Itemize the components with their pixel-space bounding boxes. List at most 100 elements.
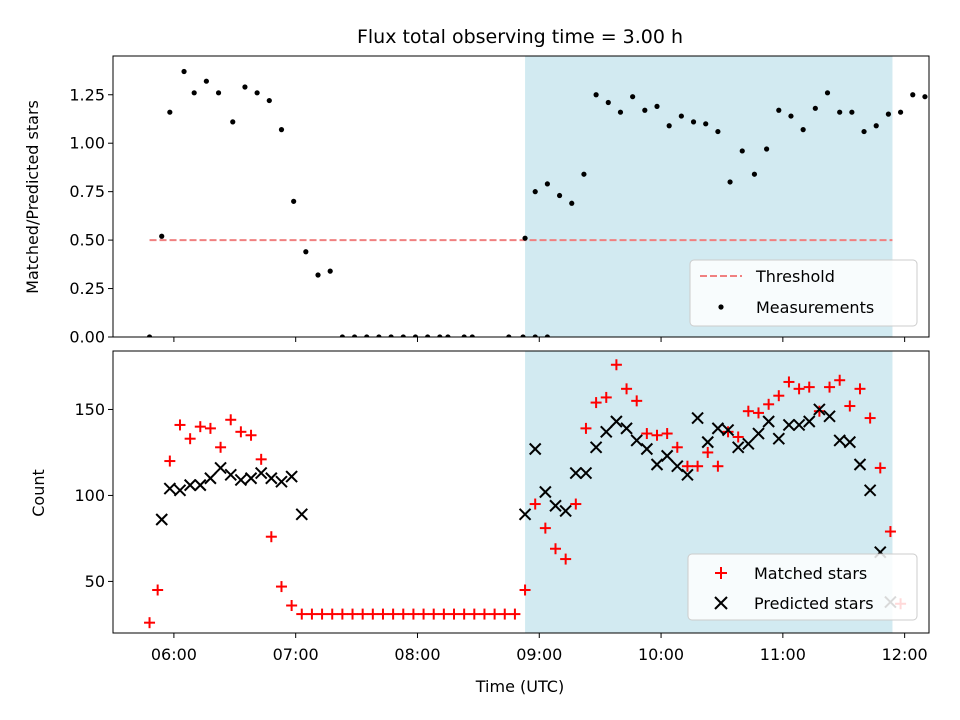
predicted-point-b <box>194 478 207 492</box>
matched-point <box>600 391 612 403</box>
measurement-point <box>824 90 831 96</box>
matched-point <box>144 617 156 629</box>
predicted-point-b <box>549 499 562 512</box>
predicted-point <box>650 458 664 471</box>
predicted-point-b <box>701 435 714 449</box>
predicted-point <box>701 435 714 449</box>
predicted-point <box>285 470 298 483</box>
matched-point <box>448 608 460 620</box>
predicted-point <box>518 508 532 521</box>
predicted-point <box>569 466 583 480</box>
predicted-point-b <box>529 442 542 456</box>
measurement-point <box>522 235 528 241</box>
predicted-point <box>731 441 745 454</box>
matched-point <box>397 608 409 620</box>
predicted-point <box>853 458 867 471</box>
predicted-point-b <box>843 435 857 449</box>
matched-point <box>428 608 440 620</box>
matched-point <box>793 383 805 395</box>
predicted-point-b <box>254 466 268 480</box>
predicted-point-b <box>620 422 633 435</box>
matched-point <box>184 433 196 445</box>
predicted-point-b <box>630 434 643 447</box>
predicted-point <box>529 442 542 456</box>
measurement-point <box>678 113 684 119</box>
measurement-point <box>654 103 660 109</box>
predicted-point-b <box>792 418 806 432</box>
predicted-point-b <box>569 466 583 480</box>
measurement-point <box>849 109 855 115</box>
predicted-point <box>163 482 177 495</box>
measurement-point <box>812 105 818 111</box>
predicted-point-b <box>772 432 785 445</box>
predicted-point <box>244 472 258 485</box>
matched-point <box>661 428 673 440</box>
matched-point <box>347 608 359 620</box>
matched-point <box>763 398 775 410</box>
measurement-point <box>327 268 333 274</box>
predicted-point-b <box>691 411 704 425</box>
predicted-point <box>600 425 613 439</box>
measurement-point <box>556 192 563 199</box>
measurement-point <box>461 334 467 337</box>
measurement-point <box>339 334 345 337</box>
measurement-point <box>617 109 624 115</box>
measurement-point <box>751 171 758 177</box>
matched-point <box>377 608 389 620</box>
predicted-point <box>589 441 603 454</box>
predicted-point <box>155 513 168 526</box>
x-tick-label: 07:00 <box>273 645 319 664</box>
predicted-point <box>275 475 288 488</box>
matched-point <box>621 383 633 395</box>
measurement-point <box>605 99 611 106</box>
matched-point <box>336 608 348 620</box>
predicted-point-b <box>518 508 532 521</box>
predicted-point <box>833 434 846 447</box>
x-tick-label: 10:00 <box>638 645 684 664</box>
matched-point <box>651 429 663 441</box>
measurement-point <box>837 109 843 115</box>
matched-point <box>834 374 846 386</box>
measurement-point <box>630 94 636 100</box>
measurement-point <box>159 233 165 239</box>
count-y-tick-label: 150 <box>74 400 105 419</box>
predicted-point-b <box>214 461 227 475</box>
matched-point <box>732 431 744 443</box>
matched-point <box>570 498 582 510</box>
measurement-point <box>727 179 733 185</box>
predicted-point-b <box>163 482 177 495</box>
measurement-point <box>922 94 928 100</box>
measurement-point <box>278 127 285 133</box>
predicted-point-b <box>721 423 735 437</box>
measurement-point <box>376 334 382 337</box>
matched-point <box>874 462 886 474</box>
predicted-point <box>772 432 785 445</box>
measurement-point <box>861 128 867 135</box>
ratio-legend: Threshold Measurements <box>689 259 918 327</box>
measurement-point <box>715 128 721 135</box>
measurement-point <box>569 200 575 206</box>
predicted-point-b <box>731 441 745 454</box>
matched-point <box>884 526 896 538</box>
matched-point <box>641 428 653 440</box>
matched-point <box>529 498 541 510</box>
matched-point <box>255 453 267 465</box>
matched-legend-label: Matched stars <box>754 564 867 583</box>
matched-point <box>306 608 318 620</box>
measurement-point <box>910 92 916 98</box>
measurement-point <box>520 334 526 337</box>
predicted-point <box>721 423 735 437</box>
predicted-point <box>630 434 643 447</box>
measurement-point <box>506 334 512 337</box>
matched-point <box>509 608 521 620</box>
chart-title: Flux total observing time = 3.00 h <box>357 26 683 48</box>
measurement-point <box>703 121 709 127</box>
predicted-point <box>863 484 877 497</box>
measurement-point <box>203 78 209 84</box>
predicted-point-b <box>155 513 168 526</box>
measurement-point <box>873 123 879 129</box>
predicted-point-b <box>640 442 654 456</box>
matched-point <box>752 407 764 419</box>
predicted-legend-label: Predicted stars <box>754 594 874 613</box>
measurement-point <box>739 148 745 154</box>
